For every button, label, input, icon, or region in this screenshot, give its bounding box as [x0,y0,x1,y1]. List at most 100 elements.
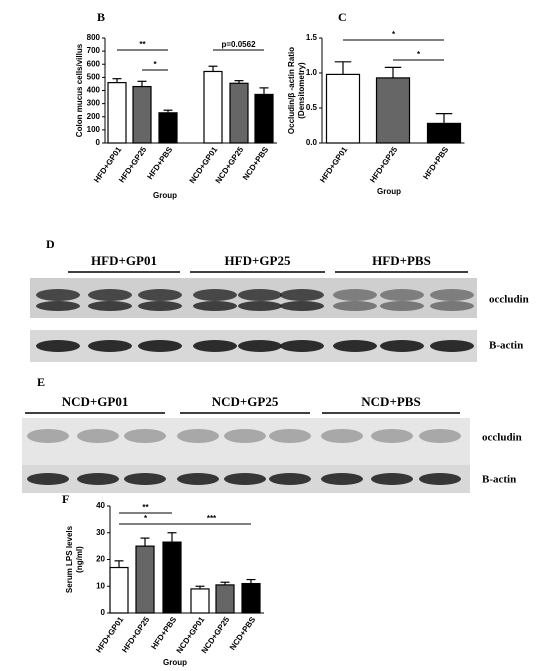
group-label: NCD+GP01 [62,394,129,409]
bar [158,112,178,144]
y-tick-label: 1.5 [306,33,318,42]
y-axis-label: (Densitometry) [297,62,306,119]
blot-band [371,429,413,443]
bar [229,82,249,144]
blot-band [419,429,461,443]
blot-band [280,289,324,301]
significance-label: * [144,514,148,523]
bar [215,584,235,614]
panel-label: B [97,10,105,24]
bar [426,122,462,144]
x-tick-label: HFD+GP25 [368,145,400,185]
blot-band [321,473,363,485]
bar [203,70,223,144]
bar [109,566,129,614]
significance-label: ** [139,40,146,49]
group-label: HFD+PBS [372,253,431,268]
x-tick-label: NCD+PBS [241,145,271,182]
error-bar [137,80,147,87]
group-label: NCD+PBS [361,394,420,409]
blot-band [238,340,282,352]
blot-band [280,301,324,311]
row-label: B-actin [489,340,523,352]
y-tick-label: 0 [101,608,106,617]
blot-band [380,289,424,301]
y-tick-label: 800 [87,33,101,42]
blot-band [36,289,80,301]
significance-label: * [153,60,157,69]
bar [162,541,182,614]
significance-label: * [392,30,396,39]
x-tick-label: HFD+PBS [421,145,450,181]
blot-band [88,289,132,301]
error-bar [220,581,230,585]
error-bar [246,578,256,584]
group-label: NCD+GP25 [212,394,279,409]
significance-label: *** [207,514,217,523]
blot-band [321,429,363,443]
blot-band [88,301,132,311]
error-bar [114,560,124,568]
blot-band [193,340,237,352]
group-label: HFD+GP01 [91,253,157,268]
error-bar [334,61,352,75]
blot-band [371,473,413,485]
blot-band [269,429,311,443]
y-tick-label: 1.0 [306,68,318,77]
bar [190,588,210,614]
significance-label: * [417,50,421,59]
bar [241,582,261,614]
blot-band [36,340,80,352]
blot-band [27,473,69,485]
blot-band [177,429,219,443]
error-bar [167,532,177,543]
blot-band [238,301,282,311]
y-tick-label: 20 [96,555,105,564]
blot-band [430,289,474,301]
row-label: B-actin [482,474,516,486]
blot-band [193,289,237,301]
blot-background [22,418,470,465]
x-tick-label: HFD+PBS [145,145,174,181]
error-bar [208,65,218,72]
y-axis-label: Occludin/β -actin Ratio [287,47,296,134]
y-axis-label: Colon mucus cells/villus [75,43,84,137]
blot-band [124,473,166,485]
y-tick-label: 200 [87,112,101,121]
blot-band [430,301,474,311]
blot-band [333,340,377,352]
blot-band [138,301,182,311]
error-bar [259,87,269,95]
blot-band [333,301,377,311]
y-tick-label: 300 [87,99,101,108]
blot-band [27,429,69,443]
y-tick-label: 600 [87,59,101,68]
error-bar [112,78,122,83]
y-tick-label: 700 [87,46,101,55]
error-bar [140,537,150,547]
y-tick-label: 0 [96,138,101,147]
blot-band [224,473,266,485]
error-bar [195,585,205,589]
bar [132,85,152,144]
bar [375,77,411,144]
blot-band [36,301,80,311]
blot-band [419,473,461,485]
x-tick-label: HFD+PBS [149,615,178,651]
blot-band [77,429,119,443]
group-label: HFD+GP25 [225,253,291,268]
x-axis-label: Group [153,191,177,200]
row-label: occludin [489,294,529,306]
y-tick-label: 40 [96,501,105,510]
blot-band [77,473,119,485]
panel-label: C [338,10,347,24]
blot-band [430,340,474,352]
blot-band [238,289,282,301]
error-bar [234,80,244,84]
error-bar [384,66,402,78]
significance-label: p=0.0562 [221,40,256,49]
blot-band [177,473,219,485]
y-tick-label: 400 [87,86,101,95]
panel-label: D [46,237,55,251]
